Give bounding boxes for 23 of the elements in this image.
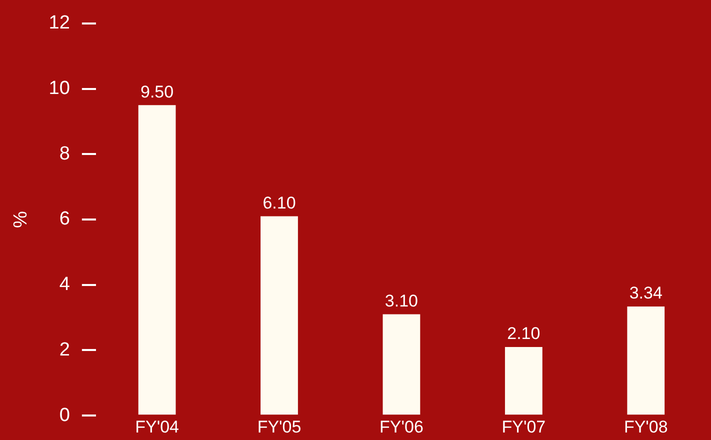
x-tick-label: FY'04 (135, 417, 179, 436)
data-label: 3.10 (384, 291, 418, 310)
y-tick-label: 8 (59, 143, 70, 164)
y-tick-label: 0 (59, 404, 70, 426)
bar (627, 306, 665, 415)
x-tick-label: FY'05 (257, 417, 302, 436)
bar (138, 105, 176, 415)
y-tick-label: 4 (59, 274, 70, 296)
x-tick-label: FY'07 (502, 417, 546, 436)
y-tick-label: 12 (48, 12, 70, 34)
x-tick-label: FY'06 (380, 417, 424, 436)
y-tick-label: 6 (59, 208, 70, 230)
x-tick-label: FY'08 (624, 417, 668, 436)
data-label: 3.34 (629, 284, 662, 303)
bar (260, 216, 298, 415)
y-tick-label: 10 (48, 78, 70, 99)
bar (504, 346, 542, 415)
data-label: 6.10 (262, 193, 296, 212)
y-tick-label: 2 (59, 339, 70, 360)
data-label: 2.10 (507, 324, 540, 344)
data-label: 9.50 (140, 82, 174, 102)
y-axis-title: % (10, 210, 32, 228)
bar (382, 314, 420, 415)
